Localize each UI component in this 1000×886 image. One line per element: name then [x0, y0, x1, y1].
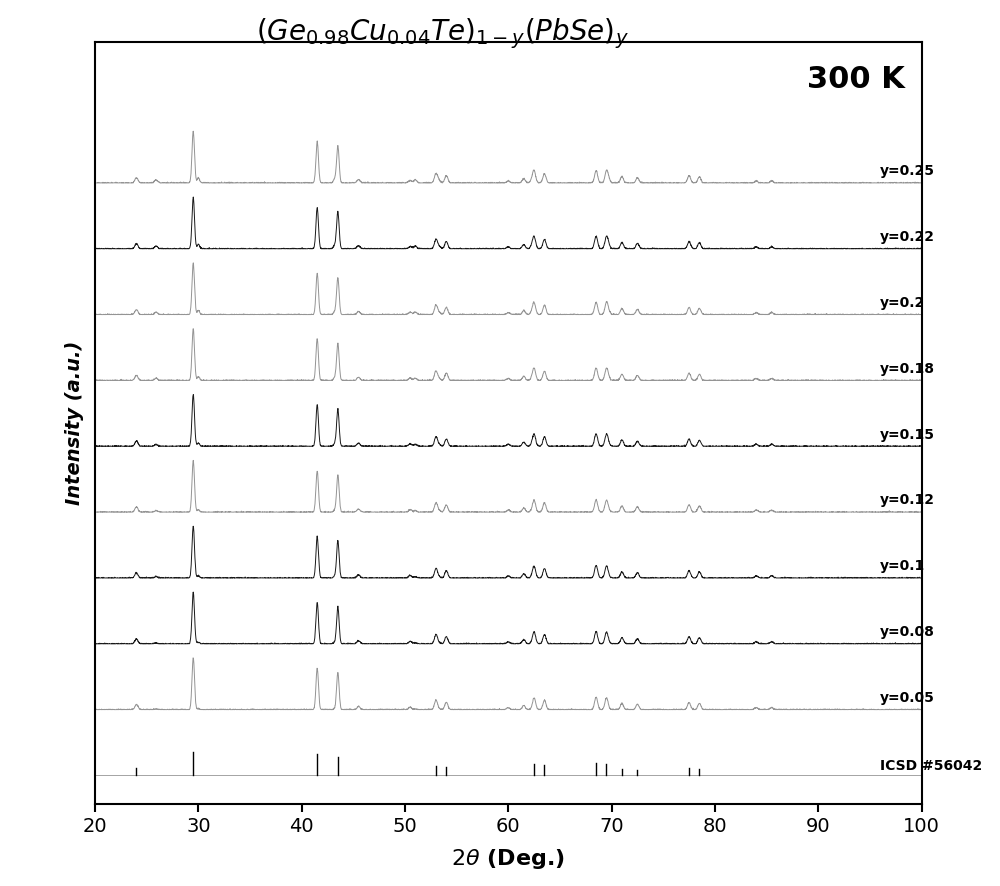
- Text: y=0.22: y=0.22: [880, 230, 935, 244]
- Text: y=0.18: y=0.18: [880, 361, 935, 376]
- Text: 300 K: 300 K: [807, 65, 905, 94]
- Text: y=0.12: y=0.12: [880, 494, 935, 508]
- Text: ICSD #56042: ICSD #56042: [880, 758, 982, 773]
- Text: y=0.2: y=0.2: [880, 296, 925, 310]
- Text: y=0.15: y=0.15: [880, 428, 935, 441]
- Text: y=0.1: y=0.1: [880, 559, 925, 573]
- Text: y=0.25: y=0.25: [880, 164, 935, 178]
- Text: y=0.05: y=0.05: [880, 691, 935, 705]
- X-axis label: $2\theta$ (Deg.): $2\theta$ (Deg.): [451, 847, 565, 871]
- Y-axis label: Intensity (a.u.): Intensity (a.u.): [65, 340, 84, 505]
- Text: y=0.08: y=0.08: [880, 626, 935, 639]
- Title: $(Ge_{0.98}Cu_{0.04}Te)_{1-y}(PbSe)_y$: $(Ge_{0.98}Cu_{0.04}Te)_{1-y}(PbSe)_y$: [256, 17, 629, 51]
